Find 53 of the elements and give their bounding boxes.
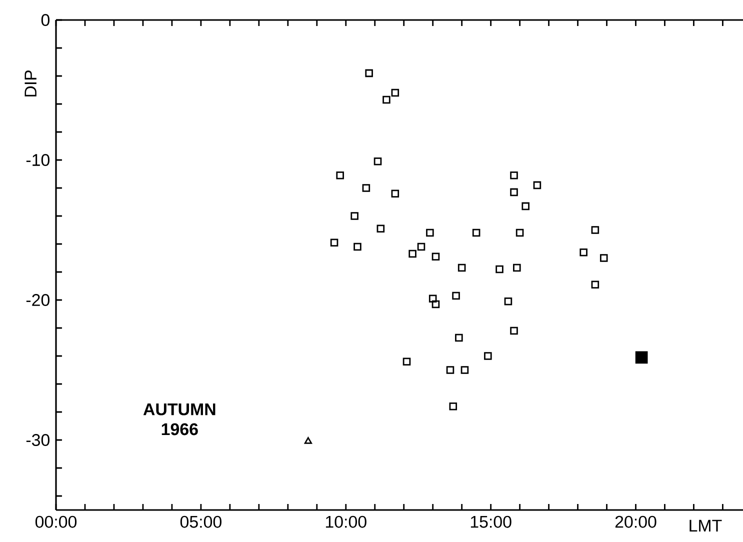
point: [635, 351, 648, 364]
point: [408, 250, 416, 258]
point: [304, 437, 312, 444]
point: [533, 181, 542, 190]
point: [522, 202, 530, 210]
point: [460, 366, 469, 374]
point: [600, 254, 608, 262]
point: [365, 69, 373, 78]
x-tick-label: 10:00: [326, 516, 366, 528]
point: [376, 224, 385, 232]
point: [354, 242, 362, 251]
point: [580, 248, 588, 256]
point: [391, 190, 400, 198]
x-tick-label: 05:00: [180, 516, 222, 528]
point: [402, 358, 411, 366]
point: [428, 294, 437, 302]
point: [417, 242, 426, 251]
point: [510, 326, 518, 335]
point: [484, 352, 492, 360]
point: [426, 228, 434, 237]
point: [472, 228, 480, 237]
point: [591, 280, 600, 288]
x-axis-title: LMT: [690, 520, 722, 532]
point: [452, 292, 460, 300]
point: [382, 96, 390, 104]
point: [516, 228, 524, 237]
y-axis-title: DIP: [24, 70, 36, 96]
point: [391, 88, 400, 97]
point: [513, 264, 521, 272]
y-tick-label: -30: [26, 434, 50, 446]
point: [446, 366, 454, 374]
point: [455, 334, 463, 342]
x-tick-label: 00:00: [35, 516, 77, 528]
point: [510, 172, 518, 180]
y-tick-label: -10: [26, 154, 50, 166]
point: [432, 252, 440, 260]
point: [374, 158, 382, 166]
point: [350, 212, 358, 220]
annotation: AUTUMN 1966: [143, 403, 216, 436]
point: [496, 265, 504, 274]
y-tick-label: 0: [41, 14, 50, 26]
point: [591, 226, 600, 234]
point: [510, 188, 518, 196]
x-tick-label: 20:00: [615, 516, 656, 528]
point: [362, 184, 370, 192]
point: [449, 402, 458, 410]
point: [458, 264, 466, 272]
x-tick-label: 15:00: [470, 516, 512, 528]
point: [336, 172, 344, 180]
y-tick-label: -20: [26, 294, 50, 306]
point: [504, 298, 512, 306]
point: [330, 238, 338, 246]
point: [432, 300, 440, 308]
